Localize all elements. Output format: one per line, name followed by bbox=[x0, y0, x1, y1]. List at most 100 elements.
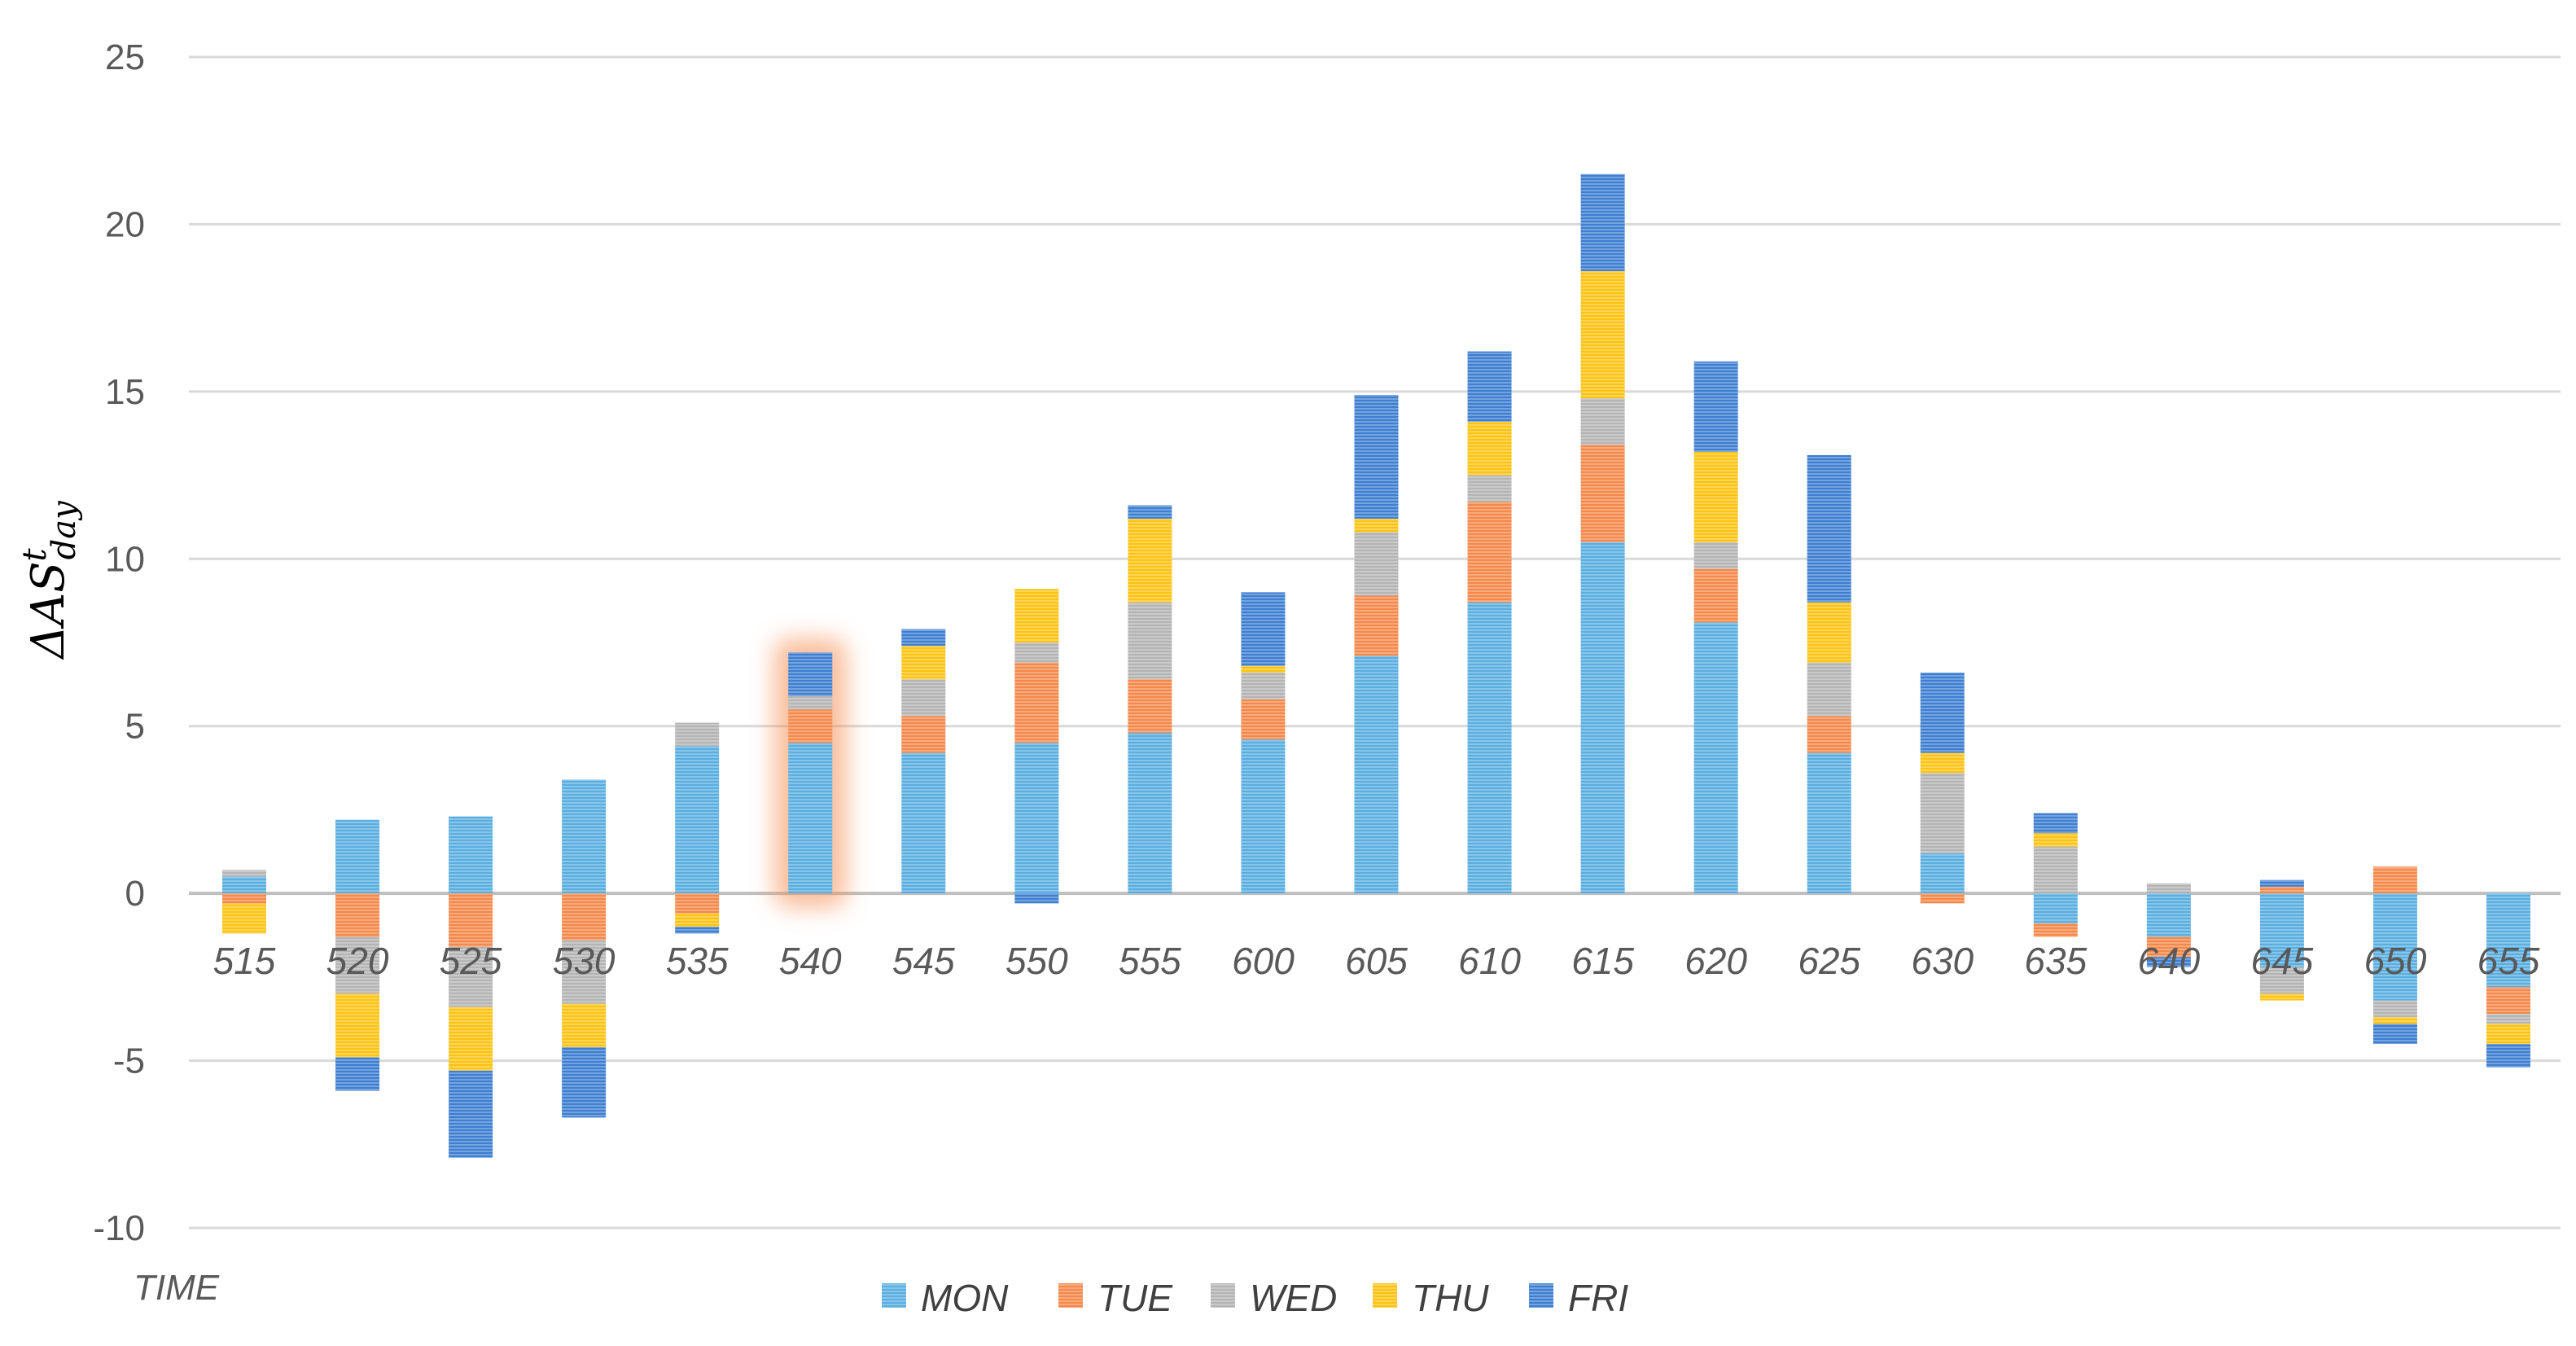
bar-texture bbox=[2486, 1014, 2530, 1024]
bar-stack-645 bbox=[2259, 879, 2304, 1001]
bar-texture bbox=[675, 913, 720, 927]
bar-texture bbox=[1128, 518, 1172, 603]
bar-texture bbox=[1807, 454, 1851, 603]
x-tick-label: 625 bbox=[1798, 940, 1860, 982]
bar-stack-530 bbox=[562, 779, 607, 1118]
bar-stack-615 bbox=[1580, 173, 1625, 894]
bar-stack-605 bbox=[1354, 394, 1399, 894]
bar-texture bbox=[1920, 752, 1965, 774]
bar-texture bbox=[2259, 993, 2304, 1001]
bar-texture bbox=[1693, 622, 1738, 894]
bar-texture bbox=[2372, 893, 2417, 1001]
legend-label: FRI bbox=[1568, 1277, 1628, 1319]
legend-item-mon: MON bbox=[882, 1277, 1009, 1319]
x-tick-label: 555 bbox=[1119, 940, 1181, 982]
legend-label: WED bbox=[1250, 1277, 1337, 1319]
bar-texture bbox=[1920, 853, 1965, 894]
x-tick-label: 535 bbox=[666, 940, 729, 982]
x-tick-label: 655 bbox=[2477, 940, 2540, 982]
x-tick-label: 605 bbox=[1345, 940, 1408, 982]
bar-texture bbox=[2486, 893, 2530, 988]
bar-texture bbox=[1241, 665, 1286, 673]
bar-texture bbox=[2259, 879, 2304, 887]
bar-texture bbox=[1920, 773, 1965, 853]
bar-texture bbox=[335, 893, 380, 937]
x-tick-label: 650 bbox=[2364, 940, 2427, 982]
bar-texture bbox=[1580, 270, 1625, 399]
y-axis-title-main: ΔAS bbox=[22, 561, 75, 660]
bar-texture bbox=[449, 816, 493, 894]
y-tick-label: 25 bbox=[105, 37, 145, 77]
bar-texture bbox=[562, 940, 607, 1004]
x-tick-label: 635 bbox=[2024, 940, 2087, 982]
bar-texture bbox=[1807, 752, 1851, 894]
bar-texture bbox=[1128, 679, 1172, 733]
x-tick-label: 545 bbox=[892, 940, 955, 982]
bar-texture bbox=[2372, 1024, 2417, 1045]
y-tick-label: 10 bbox=[105, 539, 145, 579]
bar-stack-545 bbox=[901, 629, 946, 894]
bar-texture bbox=[1920, 893, 1965, 904]
bar-stack-630 bbox=[1920, 672, 1965, 904]
legend-label: TUE bbox=[1097, 1277, 1173, 1319]
legend-swatch-texture bbox=[1529, 1283, 1553, 1308]
bar-texture bbox=[788, 709, 833, 743]
bar-texture bbox=[449, 893, 493, 947]
bar-texture bbox=[2146, 893, 2191, 937]
bar-texture bbox=[1128, 602, 1172, 680]
bar-texture bbox=[901, 646, 946, 680]
legend: MON TUE WED THU FRI bbox=[882, 1277, 1628, 1319]
bar-texture bbox=[1580, 541, 1625, 894]
legend-swatch-texture bbox=[882, 1283, 906, 1308]
bar-texture bbox=[222, 870, 266, 877]
legend-item-tue: TUE bbox=[1058, 1277, 1173, 1319]
x-tick-label: 550 bbox=[1005, 940, 1068, 982]
bar-texture bbox=[1467, 475, 1512, 502]
bar-stack-625 bbox=[1807, 454, 1851, 894]
bar-texture bbox=[2146, 936, 2191, 958]
bar-texture bbox=[1014, 642, 1059, 663]
bar-texture bbox=[562, 1003, 607, 1048]
bar-texture bbox=[1354, 518, 1399, 533]
bar-texture bbox=[2372, 1000, 2417, 1018]
bar-stack-640 bbox=[2146, 883, 2191, 967]
bar-stack-600 bbox=[1241, 592, 1286, 894]
bar-stack-650 bbox=[2372, 866, 2417, 1045]
bar-texture bbox=[675, 746, 720, 894]
y-axis-title: ΔAStday bbox=[16, 500, 83, 660]
bar-texture bbox=[1354, 532, 1399, 596]
bar-texture bbox=[1807, 602, 1851, 663]
bar-texture bbox=[1014, 743, 1059, 894]
bar-texture bbox=[335, 936, 380, 994]
legend-item-thu: THU bbox=[1373, 1277, 1489, 1319]
bar-texture bbox=[2372, 866, 2417, 894]
bar-texture bbox=[1354, 655, 1399, 894]
bar-texture bbox=[449, 946, 493, 1007]
legend-swatch-texture bbox=[1373, 1283, 1397, 1308]
legend-swatch-texture bbox=[1058, 1283, 1083, 1308]
y-tick-label: 15 bbox=[105, 372, 145, 412]
bar-texture bbox=[1354, 394, 1399, 519]
x-tick-label: 600 bbox=[1232, 940, 1295, 982]
bar-texture bbox=[1693, 568, 1738, 623]
bar-texture bbox=[335, 993, 380, 1058]
bar-texture bbox=[1467, 602, 1512, 894]
bar-texture bbox=[2033, 893, 2078, 924]
legend-item-fri: FRI bbox=[1529, 1277, 1628, 1319]
bar-stack-555 bbox=[1128, 505, 1172, 894]
y-axis: -10 -5 0 5 10 15 20 25 bbox=[93, 37, 145, 1248]
bar-texture bbox=[1807, 716, 1851, 753]
bar-stack-520 bbox=[335, 819, 380, 1091]
bar-texture bbox=[2486, 1024, 2530, 1045]
bar-texture bbox=[901, 629, 946, 647]
bar-texture bbox=[2033, 923, 2078, 937]
bar-texture bbox=[1014, 893, 1059, 904]
bars bbox=[222, 173, 2530, 1158]
bar-texture bbox=[1128, 505, 1172, 519]
bar-texture bbox=[2033, 813, 2078, 834]
bar-texture bbox=[675, 893, 720, 914]
bar-texture bbox=[1920, 672, 1965, 753]
x-axis: 515 520 525 530 535 540 545 550 555 600 605 610 615 6… bbox=[213, 940, 2540, 982]
bar-texture bbox=[2486, 1044, 2530, 1068]
